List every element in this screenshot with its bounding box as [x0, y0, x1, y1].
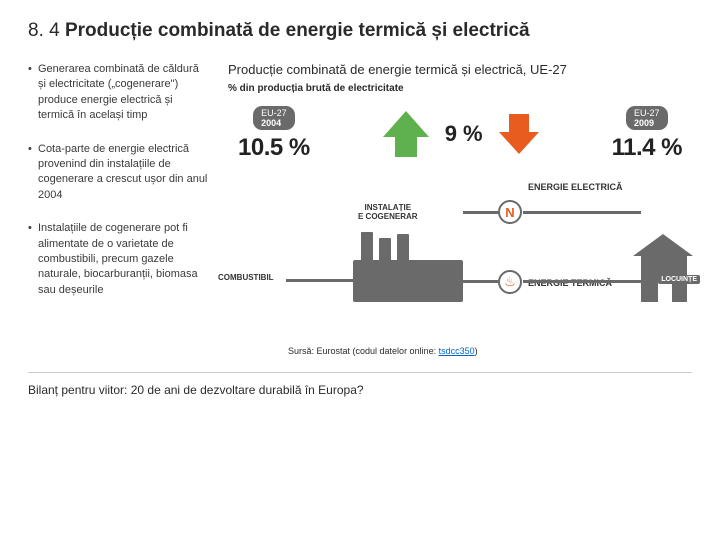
- pct-mid: 9 %: [445, 121, 483, 147]
- pipe-heat-2: [523, 280, 641, 283]
- arrow-group: 9 %: [379, 107, 543, 161]
- pipe-input: [286, 279, 354, 282]
- footer-text: Bilanț pentru viitor: 20 de ani de dezvo…: [28, 383, 692, 397]
- electricity-label: ENERGIE ELECTRICĂ: [528, 182, 623, 192]
- bullet-item: Generarea combinată de căldură și electr…: [28, 62, 208, 124]
- bullet-item: Cota-parte de energie electrică provenin…: [28, 142, 208, 204]
- pct-left: 10.5 %: [238, 134, 310, 162]
- electricity-icon: N: [498, 200, 522, 224]
- left-column: Generarea combinată de căldură și electr…: [28, 62, 208, 356]
- source-link[interactable]: tsdcc350: [439, 346, 475, 356]
- section-title: Producție combinată de energie termică ș…: [65, 20, 530, 41]
- plant-icon: [353, 232, 463, 302]
- house-roof-icon: [633, 234, 693, 256]
- chart-title: Producție combinată de energie termică ș…: [228, 62, 692, 77]
- stat-left: EU-27 2004 10.5 %: [238, 106, 310, 162]
- fuel-label: COMBUSTIBIL: [218, 273, 274, 282]
- stat-right: EU-27 2009 11.4 %: [612, 106, 682, 162]
- page-title: 8. 4 Producție combinată de energie term…: [28, 20, 692, 42]
- right-column: Producție combinată de energie termică ș…: [228, 62, 692, 356]
- pct-right: 11.4 %: [612, 134, 682, 162]
- badge-region: EU-27: [261, 108, 287, 118]
- bullet-item: Instalațiile de cogenerare pot fi alimen…: [28, 221, 208, 298]
- source-citation: Sursă: Eurostat (codul datelor online: t…: [288, 346, 692, 356]
- badge-right: EU-27 2009: [626, 106, 668, 130]
- stats-row: EU-27 2004 10.5 % 9 % EU-2: [228, 106, 692, 162]
- badge-year: 2004: [261, 118, 281, 128]
- chart-subtitle: % din producția brută de electricitate: [228, 83, 692, 94]
- pipe-elec-2: [523, 211, 641, 214]
- badge-left: EU-27 2004: [253, 106, 295, 130]
- source-prefix: Sursă: Eurostat (codul datelor online:: [288, 346, 439, 356]
- house-label: LOCUINȚE: [658, 275, 700, 284]
- plant-label: INSTALAȚIE E COGENERAR: [358, 203, 418, 222]
- pipe-elec: [463, 211, 499, 214]
- content-area: Generarea combinată de căldură și electr…: [28, 62, 692, 356]
- source-suffix: ): [475, 346, 478, 356]
- heat-icon: ♨: [498, 270, 522, 294]
- divider: [28, 372, 692, 373]
- arrow-up-icon: [379, 107, 433, 161]
- cogeneration-diagram: COMBUSTIBIL INSTALAȚIE E COGENERAR ENERG…: [228, 182, 692, 332]
- pipe-heat: [463, 280, 499, 283]
- badge-year: 2009: [634, 118, 654, 128]
- bullet-list: Generarea combinată de căldură și electr…: [28, 62, 208, 298]
- section-number: 8. 4: [28, 20, 65, 41]
- badge-region: EU-27: [634, 108, 660, 118]
- arrow-down-icon: [495, 110, 543, 158]
